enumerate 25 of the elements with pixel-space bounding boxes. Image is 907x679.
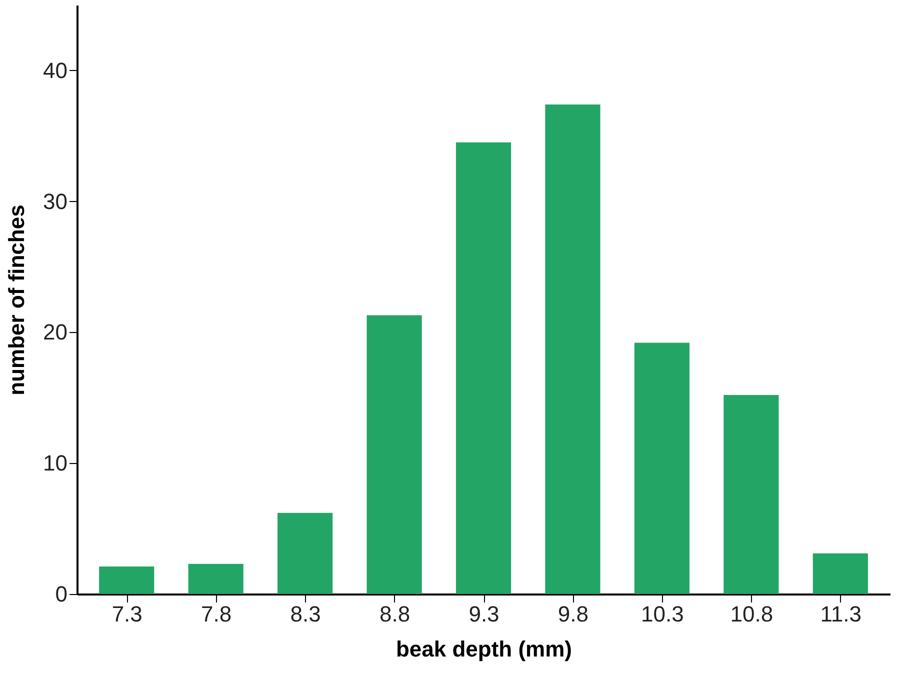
x-tick-label: 9.8 [558, 602, 589, 626]
x-tick-label: 8.3 [290, 602, 321, 626]
x-tick-label: 9.3 [468, 602, 500, 626]
bar [99, 566, 154, 594]
y-tick-label: 30 [43, 188, 68, 214]
bar [456, 142, 512, 594]
x-tick-label: 10.8 [730, 602, 774, 626]
x-tick-label: 10.3 [641, 602, 684, 626]
x-tick-label: 11.3 [820, 602, 862, 626]
x-axis-title: beak depth (mm) [396, 636, 572, 662]
bar [366, 315, 422, 594]
bar [812, 553, 868, 594]
x-tick-label: 7.3 [112, 602, 142, 626]
y-tick-label: 20 [43, 320, 68, 345]
y-tick-label: 10 [43, 450, 68, 476]
bar [188, 564, 244, 594]
bar [724, 395, 779, 594]
bar [278, 512, 333, 594]
y-axis-title: number of finches [4, 204, 30, 396]
x-tick-label: 7.8 [201, 602, 232, 626]
x-tick-label: 8.8 [379, 602, 410, 626]
y-tick-label: 40 [43, 58, 68, 83]
bar [545, 104, 600, 594]
y-tick-label: 0 [55, 582, 68, 606]
bar [634, 342, 690, 594]
